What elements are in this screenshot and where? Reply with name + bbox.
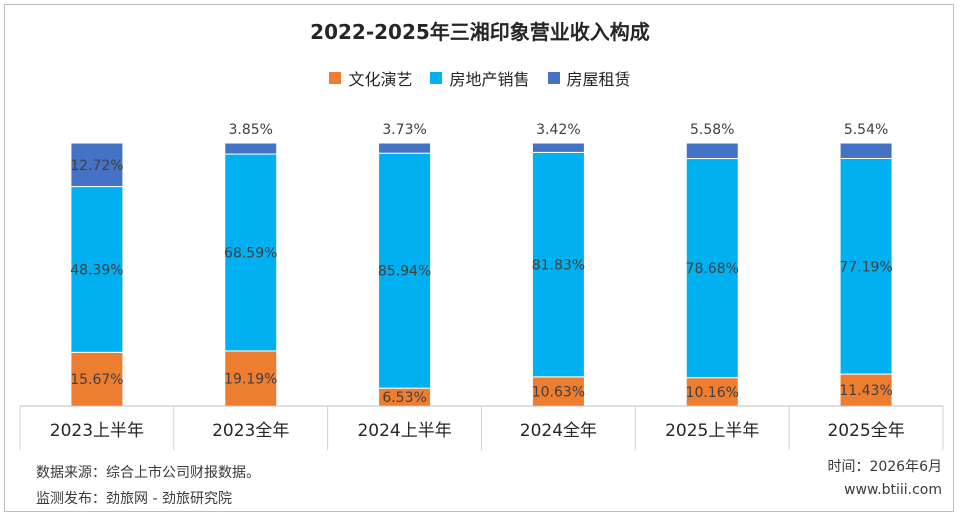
data-label-performance-6: 11.43% — [839, 383, 892, 399]
data-label-real-estate-6: 77.19% — [839, 259, 892, 275]
bar-rental-5 — [685, 142, 739, 160]
data-label-performance-3: 6.53% — [382, 390, 426, 406]
data-label-real-estate-5: 78.68% — [686, 261, 739, 277]
data-label-real-estate-1: 48.39% — [70, 262, 123, 278]
category-label-6: 2025全年 — [827, 421, 904, 441]
data-label-rental-5: 5.58% — [690, 122, 734, 138]
bar-real-estate-5 — [685, 158, 739, 379]
bar-rental-6 — [839, 142, 893, 159]
bar-rental-3 — [378, 142, 432, 154]
category-label-1: 2023上半年 — [50, 421, 144, 441]
bar-real-estate-1 — [70, 186, 124, 353]
bar-rental-1 — [70, 142, 124, 188]
data-label-performance-1: 15.67% — [70, 372, 123, 388]
data-label-performance-2: 19.19% — [224, 371, 277, 387]
legend-swatch-real-estate — [430, 72, 443, 84]
data-label-rental-3: 3.73% — [382, 122, 426, 138]
legend-swatch-rental — [547, 72, 560, 84]
data-label-rental-1: 12.72% — [70, 158, 123, 174]
category-label-3: 2024上半年 — [357, 421, 451, 441]
chart-title: 2022-2025年三湘印象营业收入构成 — [310, 20, 650, 44]
bar-real-estate-4 — [531, 151, 585, 378]
bar-real-estate-2 — [224, 153, 278, 352]
chart-legend: 文化演艺 房地产销售 房屋租赁 — [0, 66, 960, 90]
data-label-rental-6: 5.54% — [844, 122, 888, 138]
website-note: www.btiii.com — [844, 482, 942, 498]
data-label-rental-2: 3.85% — [229, 122, 273, 138]
legend-item-performance: 文化演艺 — [329, 66, 412, 90]
legend-swatch-performance — [329, 72, 342, 84]
legend-label-real-estate: 房地产销售 — [449, 70, 530, 89]
source-note: 数据来源：综合上市公司财报数据。 — [36, 465, 260, 481]
publisher-note: 监测发布：劲旅网 - 劲旅研究院 — [36, 491, 232, 507]
bar-rental-4 — [531, 142, 585, 153]
chart-frame — [4, 4, 954, 512]
bar-rental-2 — [224, 142, 278, 155]
data-label-rental-4: 3.42% — [536, 122, 580, 138]
legend-label-performance: 文化演艺 — [348, 70, 413, 89]
bar-performance-2 — [224, 350, 278, 407]
data-label-real-estate-2: 68.59% — [224, 245, 277, 261]
data-label-real-estate-4: 81.83% — [532, 258, 585, 274]
legend-item-real-estate: 房地产销售 — [430, 66, 530, 90]
category-label-5: 2025上半年 — [665, 421, 759, 441]
bar-performance-5 — [685, 377, 739, 407]
legend-item-rental: 房屋租赁 — [547, 66, 631, 90]
legend-label-rental: 房屋租赁 — [566, 70, 631, 89]
time-note: 时间：2026年6月 — [827, 459, 942, 475]
category-label-2: 2023全年 — [212, 421, 289, 441]
bar-performance-6 — [839, 373, 893, 407]
data-label-real-estate-3: 85.94% — [378, 264, 431, 280]
category-label-4: 2024全年 — [520, 421, 597, 441]
data-label-performance-4: 10.63% — [532, 384, 585, 400]
bar-real-estate-6 — [839, 157, 893, 375]
data-label-performance-5: 10.16% — [686, 385, 739, 401]
